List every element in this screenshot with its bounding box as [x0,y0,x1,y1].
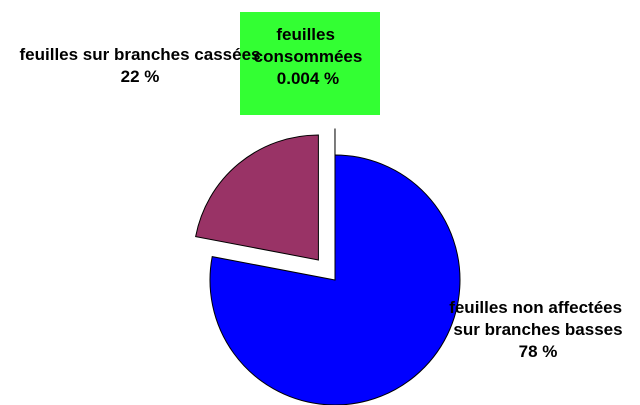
pie-slice [209,154,461,405]
value-label: 78 % [519,342,558,361]
slice-label: feuilles consommées [254,25,363,66]
value-label: 22 % [121,67,160,86]
label-line: sur branches basses [453,320,622,339]
slice-label: feuilles sur branches cassées [20,45,261,64]
pie-slice [195,134,319,261]
label-line: feuilles sur branches cassées [20,45,261,64]
label-box [240,12,380,115]
value-label: 0.004 % [277,69,339,88]
label-line: feuilles [276,25,339,44]
slice-label: feuilles non affectées sur branches bass… [449,298,627,339]
label-line: consommées [254,47,363,66]
label-line: feuilles non affectées [449,298,627,317]
